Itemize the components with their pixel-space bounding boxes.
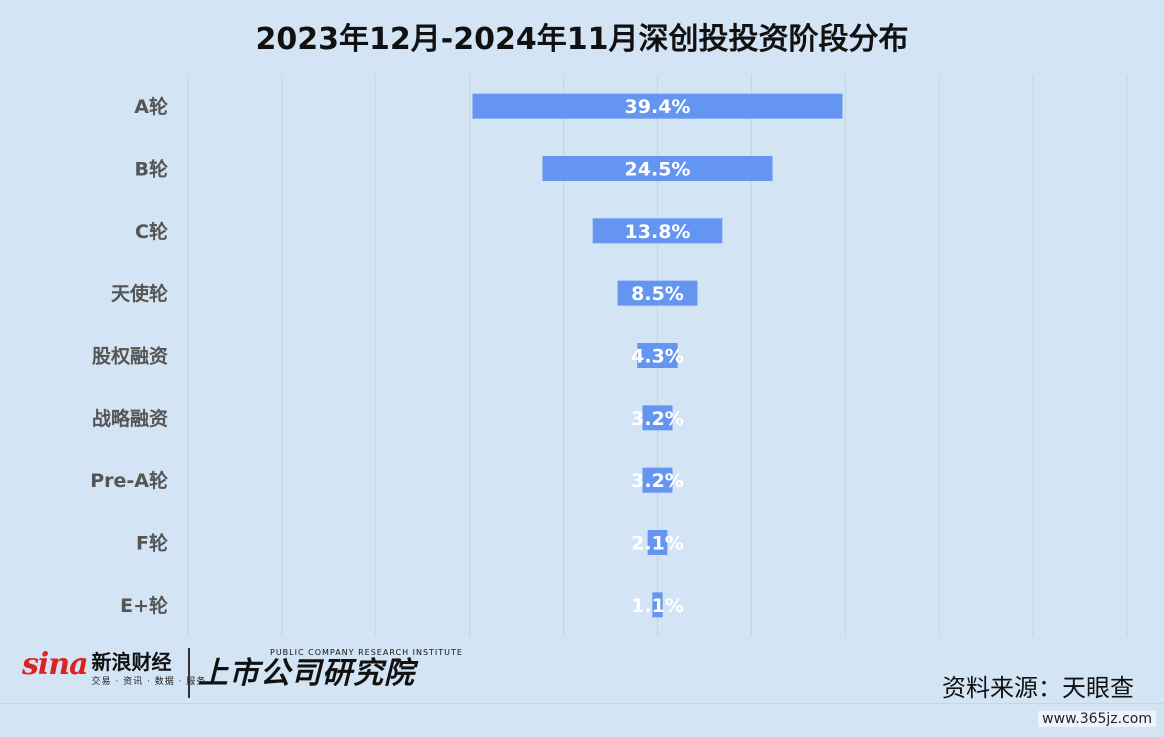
data-label: 2.1%: [631, 533, 684, 555]
category-label: F轮: [136, 532, 168, 555]
data-source-note: 资料来源：天眼查: [942, 674, 1134, 702]
category-label: E+轮: [120, 594, 168, 617]
bar-8: [652, 592, 663, 618]
category-label: 股权融资: [92, 345, 168, 368]
category-label: 战略融资: [92, 407, 168, 430]
bar-7: [647, 530, 668, 555]
category-label: Pre-A轮: [90, 469, 168, 492]
bar-1: [542, 156, 773, 181]
funnel-bar-chart: A轮 39.4% B轮 24.5% C轮 13.8% 天使轮 8.5% 股权融资 4.3% 战略融资…: [90, 75, 1128, 636]
institute-english-name: PUBLIC COMPANY RESEARCH INSTITUTE: [270, 648, 463, 657]
bar-2: [592, 218, 723, 244]
sina-finance-name: 新浪财经: [91, 650, 172, 674]
institute-chinese-name: 上市公司研究院: [198, 656, 415, 691]
footer-divider: [188, 648, 190, 698]
data-label: 3.2%: [631, 408, 684, 430]
sina-finance-logo: sina 新浪财经 交易 · 资讯 · 数据 · 服务: [22, 647, 207, 688]
data-label: 24.5%: [625, 159, 691, 181]
research-institute-logo: PUBLIC COMPANY RESEARCH INSTITUTE 上市公司研究…: [198, 648, 463, 691]
data-label: 3.2%: [631, 470, 684, 492]
data-label: 39.4%: [625, 96, 691, 118]
category-label: B轮: [135, 158, 168, 181]
sina-logo-mark: sina: [22, 647, 89, 682]
data-label: 8.5%: [631, 283, 684, 305]
bar-5: [642, 405, 673, 431]
data-label: 13.8%: [625, 221, 691, 243]
bar-3: [617, 280, 698, 306]
watermark: www.365jz.com: [1038, 711, 1156, 727]
bar-0: [472, 93, 843, 119]
bar-4: [637, 343, 678, 368]
data-label: 1.1%: [631, 595, 684, 617]
bottom-strip: [0, 703, 1164, 737]
chart-title: 2023年12月-2024年11月深创投投资阶段分布: [255, 22, 909, 57]
category-label: 天使轮: [111, 282, 168, 305]
category-label: C轮: [135, 220, 168, 243]
sina-finance-tagline: 交易 · 资讯 · 数据 · 服务: [91, 677, 207, 687]
category-label: A轮: [134, 95, 168, 118]
data-label: 4.3%: [631, 346, 684, 368]
bar-6: [642, 467, 673, 493]
